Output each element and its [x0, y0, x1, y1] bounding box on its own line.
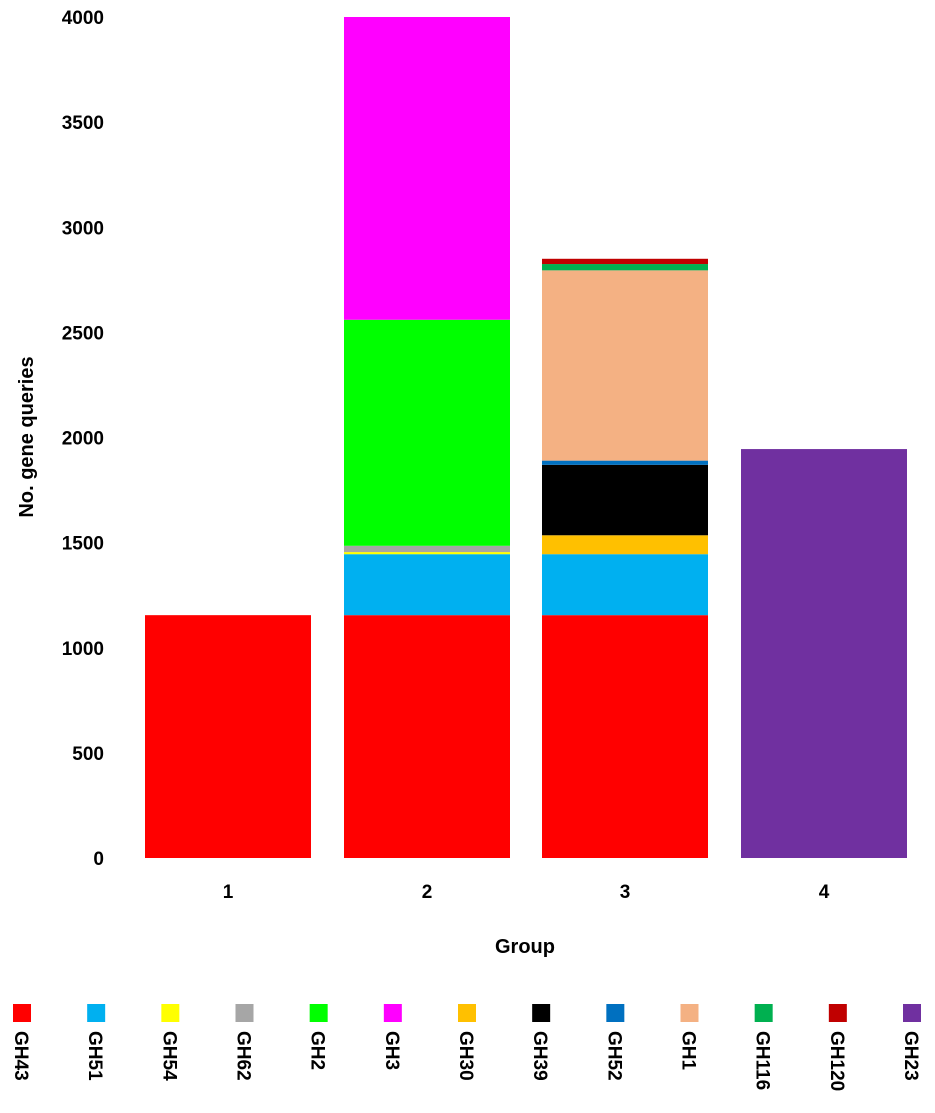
- legend-swatch-gh52: [606, 1004, 625, 1022]
- bar-segment-group3-gh43: [542, 615, 708, 858]
- legend-label-gh1: GH1: [678, 1031, 699, 1071]
- legend-label-gh54: GH54: [158, 1031, 179, 1081]
- legend-label-gh62: GH62: [233, 1031, 254, 1081]
- bar-segment-group3-gh116: [542, 264, 708, 271]
- bar-segment-group2-gh43: [344, 615, 510, 858]
- x-axis-title: Group: [495, 936, 555, 958]
- y-axis-title: No. gene queries: [16, 356, 38, 517]
- legend-swatch-gh43: [13, 1004, 31, 1022]
- bar-segment-group4-gh23: [741, 449, 907, 858]
- legend: GH43 GH51 GH54 GH62 GH2 GH3 GH30 GH39 GH52 GH1 GH1…: [10, 1004, 921, 1091]
- legend-swatch-gh2: [309, 1004, 328, 1022]
- legend-label-gh39: GH39: [529, 1031, 550, 1081]
- x-tick-label: 3: [620, 882, 631, 903]
- x-tick-label: 4: [819, 882, 830, 903]
- bar-segment-group3-gh39: [542, 464, 708, 536]
- bar-segment-group2-gh2: [344, 319, 510, 546]
- x-tick-label: 2: [422, 882, 433, 903]
- bar-segment-group3-gh52: [542, 460, 708, 465]
- y-tick-label: 3000: [62, 218, 104, 239]
- bar-segment-group3-gh120: [542, 258, 708, 265]
- legend-label-gh23: GH23: [900, 1031, 921, 1081]
- legend-label-gh51: GH51: [84, 1031, 105, 1081]
- legend-label-gh30: GH30: [455, 1031, 476, 1081]
- legend-label-gh43: GH43: [10, 1031, 31, 1081]
- bar-segment-group2-gh51: [344, 554, 510, 616]
- legend-swatch-gh30: [458, 1004, 476, 1022]
- legend-swatch-gh51: [87, 1004, 106, 1022]
- bar-segment-group2-gh54: [344, 552, 510, 555]
- bar-segment-group3-gh1: [542, 270, 708, 461]
- y-tick-label: 1000: [62, 639, 104, 660]
- legend-swatch-gh39: [532, 1004, 551, 1022]
- legend-swatch-gh1: [680, 1004, 699, 1022]
- bar-segment-group2-gh3: [344, 17, 510, 320]
- legend-label-gh3: GH3: [381, 1031, 402, 1070]
- bar-segment-group1-gh43: [145, 615, 311, 858]
- x-tick-label: 1: [223, 882, 234, 903]
- legend-label-gh120: GH120: [826, 1031, 847, 1091]
- y-tick-label: 0: [93, 849, 104, 870]
- y-tick-label: 1500: [62, 534, 104, 555]
- y-tick-label: 500: [72, 744, 104, 765]
- legend-swatch-gh23: [903, 1004, 921, 1022]
- bar-segment-group3-gh30: [542, 535, 708, 555]
- legend-label-gh116: GH116: [752, 1031, 773, 1090]
- y-tick-label: 3500: [62, 113, 104, 134]
- y-tick-label: 2000: [62, 429, 104, 450]
- bar-segment-group3-gh51: [542, 554, 708, 616]
- legend-swatch-gh54: [161, 1004, 180, 1022]
- y-tick-label: 2500: [62, 323, 104, 344]
- bars-group: [145, 17, 907, 858]
- legend-swatch-gh120: [828, 1004, 847, 1022]
- legend-swatch-gh62: [235, 1004, 254, 1022]
- y-tick-label: 4000: [62, 8, 104, 29]
- x-axis-ticks: 1 2 3 4: [223, 882, 830, 903]
- legend-swatch-gh116: [754, 1004, 773, 1022]
- legend-label-gh52: GH52: [603, 1031, 624, 1081]
- legend-swatch-gh3: [383, 1004, 402, 1022]
- legend-label-gh2: GH2: [307, 1031, 328, 1070]
- y-axis-ticks: 0 500 1000 1500 2000 2500 3000 3500 4000: [62, 8, 104, 870]
- bar-segment-group2-gh62: [344, 545, 510, 553]
